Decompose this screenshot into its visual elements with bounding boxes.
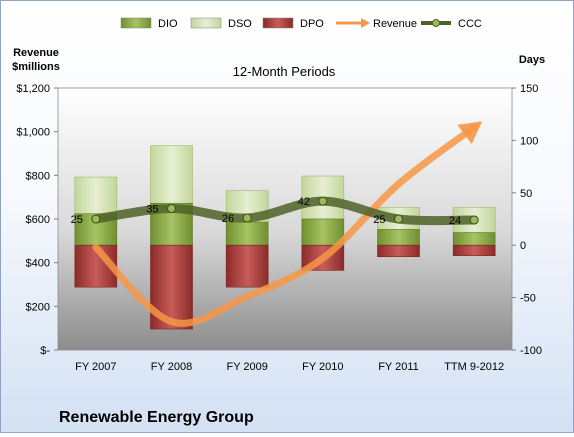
ccc-marker — [242, 213, 252, 223]
ccc-marker — [318, 196, 328, 206]
x-category-label: TTM 9-2012 — [444, 361, 504, 373]
revenue-line-group — [92, 121, 483, 327]
bar-dpo — [452, 244, 496, 256]
bar-dso — [74, 176, 118, 215]
left-tick-label: $- — [40, 345, 50, 357]
ccc-data-label: 24 — [449, 215, 461, 227]
ccc-data-label: 25 — [373, 214, 385, 226]
right-tick-label: 100 — [520, 135, 538, 147]
bar-dio — [301, 218, 345, 246]
x-category-label: FY 2008 — [151, 361, 192, 373]
left-tick-label: $200 — [26, 301, 50, 313]
bar-dio — [377, 229, 420, 246]
ccc-data-label: 35 — [146, 204, 158, 216]
ccc-marker — [394, 214, 403, 224]
x-category-label: FY 2009 — [226, 361, 267, 373]
ccc-marker — [167, 204, 176, 214]
x-category-label: FY 2011 — [378, 361, 419, 373]
legend-dio-label: DIO — [158, 18, 178, 30]
legend-revenue-arrow — [361, 18, 370, 28]
ccc-data-label: 26 — [222, 213, 234, 225]
right-tick-label: 0 — [520, 240, 526, 252]
legend-revenue-label: Revenue — [373, 18, 417, 30]
bar-dpo — [225, 244, 269, 288]
left-axis-label-line2: $millions — [12, 61, 60, 73]
left-tick-label: $1,200 — [16, 83, 50, 95]
right-axis-label: Days — [519, 54, 545, 66]
ccc-line — [91, 196, 479, 226]
bar-dpo — [377, 244, 420, 258]
right-tick-label: -100 — [520, 345, 542, 357]
legend-dpo-swatch — [262, 17, 294, 29]
legend-ccc-label: CCC — [458, 18, 482, 30]
bar-dso — [150, 145, 193, 204]
left-tick-label: $400 — [26, 258, 50, 270]
ccc-data-label: 25 — [71, 214, 83, 226]
ccc-data-label: 42 — [298, 196, 310, 208]
right-tick-label: 50 — [520, 188, 532, 200]
left-tick-label: $600 — [26, 214, 50, 226]
x-category-label: FY 2007 — [75, 361, 116, 373]
revenue-line — [92, 123, 478, 327]
ccc-marker — [91, 214, 101, 224]
legend-dso-swatch — [190, 17, 222, 29]
legend-dpo-label: DPO — [300, 18, 324, 30]
left-axis-label-line1: Revenue — [13, 47, 59, 59]
legend: DIO DSO DPO Revenue CCC — [120, 17, 482, 30]
revenue-arrowhead — [457, 121, 483, 145]
left-axis: $- $200 $400 $600 $800 $1,000 $1,200 — [16, 83, 58, 357]
legend-dio-swatch — [120, 17, 152, 29]
ccc-line-group: 25 35 26 42 25 24 — [71, 196, 479, 227]
x-category-label: FY 2010 — [302, 361, 343, 373]
legend-dso-label: DSO — [228, 18, 252, 30]
company-name: Renewable Energy Group — [59, 409, 254, 426]
x-axis: FY 2007 FY 2008 FY 2009 FY 2010 FY 2011 TTM 9… — [75, 361, 504, 373]
ccc-marker — [469, 215, 479, 225]
right-tick-label: 150 — [520, 83, 538, 95]
bar-dio — [225, 221, 269, 246]
right-axis: -100 -50 0 50 100 150 — [512, 83, 542, 357]
legend-ccc-marker — [432, 19, 440, 27]
chart-title: 12-Month Periods — [233, 64, 336, 79]
bar-dio — [452, 232, 496, 246]
left-tick-label: $1,000 — [16, 127, 50, 139]
right-tick-label: -50 — [520, 293, 536, 305]
left-tick-label: $800 — [26, 170, 50, 182]
